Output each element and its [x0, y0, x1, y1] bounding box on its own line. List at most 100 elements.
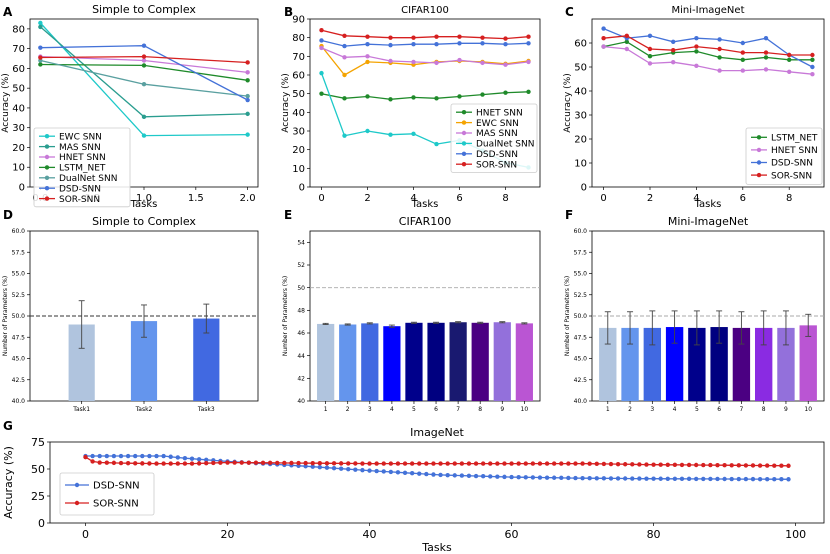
- x-tick-label: 6: [740, 193, 746, 204]
- bar: [643, 327, 662, 401]
- data-point: [417, 461, 422, 466]
- data-point: [388, 97, 393, 102]
- legend: LSTM_NET HNET SNN DSD-SNN SOR-SNN: [745, 127, 823, 185]
- panel-label: E: [284, 208, 292, 222]
- data-point: [141, 63, 147, 68]
- bar: [688, 327, 706, 401]
- series-dsd-snn: [83, 453, 791, 482]
- legend-swatch-marker: [44, 175, 50, 180]
- bar: [777, 327, 795, 401]
- error-bar: [455, 321, 462, 324]
- data-point: [671, 39, 676, 44]
- data-point: [694, 49, 699, 54]
- data-point: [245, 93, 250, 99]
- data-point: [622, 462, 628, 467]
- y-tick-label: 20: [574, 135, 587, 146]
- error-bar: [604, 311, 611, 345]
- data-point: [147, 453, 152, 459]
- legend-entry: DualNet SNN: [59, 174, 118, 184]
- x-tick-label: 3: [368, 406, 372, 413]
- x-tick-label: 7: [456, 406, 460, 413]
- panel-e: E CIFAR100 40 42 44 46 48 50 52 54 1 2 3 4 5 6 7 8 9 10 Numb…: [282, 208, 541, 413]
- y-tick-label: 57.5: [574, 249, 588, 256]
- data-point: [473, 473, 479, 479]
- data-point: [495, 474, 500, 479]
- data-point: [365, 34, 370, 39]
- data-point: [630, 462, 635, 467]
- x-tick-label: 8: [762, 406, 766, 413]
- series-dsd-snn: [38, 43, 250, 103]
- data-point: [601, 476, 607, 481]
- data-point: [644, 462, 649, 467]
- data-point: [331, 465, 337, 471]
- data-point: [763, 36, 769, 41]
- data-point: [196, 461, 202, 466]
- data-point: [502, 461, 507, 466]
- y-tick-label: 50.0: [574, 313, 588, 320]
- series-dsd-snn: [319, 38, 531, 49]
- data-point: [647, 46, 653, 52]
- data-point: [480, 92, 485, 97]
- legend-entry: HNET SNN: [59, 153, 106, 163]
- data-point: [717, 37, 722, 42]
- x-axis-label: Tasks: [694, 199, 722, 210]
- data-point: [452, 473, 457, 478]
- data-point: [395, 470, 401, 475]
- data-point: [736, 476, 741, 482]
- error-bar: [693, 310, 700, 346]
- data-point: [388, 461, 394, 466]
- y-tick-label: 20: [12, 143, 25, 154]
- data-point: [757, 476, 763, 482]
- data-point: [168, 461, 173, 466]
- data-point: [537, 475, 543, 480]
- data-point: [523, 461, 528, 466]
- error-bar: [716, 310, 723, 344]
- y-tick-label: 10: [292, 164, 305, 175]
- series-mas-snn: [38, 24, 250, 120]
- series-line: [603, 41, 813, 61]
- data-point: [239, 460, 244, 465]
- data-point: [750, 476, 756, 482]
- error-bar: [322, 322, 329, 325]
- data-point: [438, 461, 443, 466]
- data-point: [601, 44, 606, 49]
- panel-f: F Mini-ImageNet40.042.545.047.550.052.555…: [564, 208, 825, 413]
- x-tick-label: 6: [434, 406, 438, 413]
- legend-swatch-marker: [461, 151, 467, 156]
- legend-swatch-marker: [461, 120, 467, 125]
- bar: [405, 322, 423, 401]
- data-point: [104, 460, 110, 465]
- data-point: [622, 476, 628, 481]
- bar: [665, 327, 684, 401]
- data-point: [260, 460, 266, 465]
- series-line: [321, 39, 529, 47]
- series-hnet-snn: [601, 44, 815, 77]
- legend-swatch-marker: [44, 186, 50, 191]
- x-tick-label: 5: [412, 406, 416, 413]
- panel-label: A: [3, 5, 13, 19]
- data-point: [141, 82, 147, 87]
- data-point: [594, 461, 599, 467]
- data-point: [111, 460, 117, 466]
- data-point: [365, 59, 370, 65]
- data-point: [717, 46, 722, 52]
- data-point: [319, 38, 324, 43]
- data-point: [319, 45, 324, 51]
- legend-entry: EWC SNN: [476, 119, 519, 129]
- error-bar: [433, 321, 440, 324]
- y-tick-label: 50: [292, 89, 305, 100]
- data-point: [763, 67, 769, 72]
- data-point: [365, 94, 370, 99]
- data-point: [772, 477, 777, 482]
- data-point: [624, 46, 629, 52]
- data-point: [133, 453, 138, 459]
- error-bar: [344, 323, 351, 326]
- data-point: [523, 475, 528, 480]
- data-point: [457, 41, 462, 46]
- data-point: [245, 60, 250, 65]
- data-point: [466, 473, 472, 479]
- data-point: [182, 456, 188, 461]
